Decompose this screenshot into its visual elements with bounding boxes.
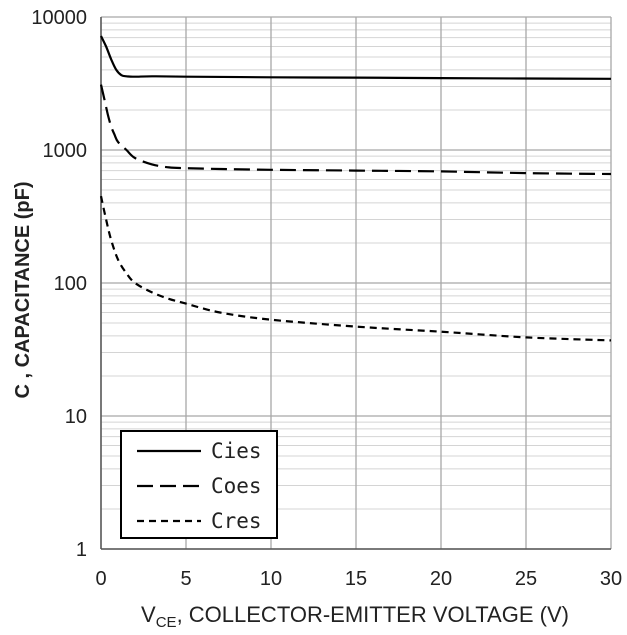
x-tick-label: 20	[430, 568, 452, 590]
legend-label-cies: Cies	[211, 439, 262, 463]
x-axis-label: VCE, COLLECTOR-EMITTER VOLTAGE (V)	[141, 602, 569, 631]
y-tick-label: 100	[54, 273, 87, 295]
y-tick-label: 1000	[43, 140, 88, 162]
legend-label-cres: Cres	[211, 509, 262, 533]
x-tick-label: 5	[180, 568, 191, 590]
x-tick-label: 0	[95, 568, 106, 590]
legend: Cies Coes Cres	[120, 430, 278, 539]
y-tick-label: 1	[76, 539, 87, 561]
y-axis-label: C , CAPACITANCE (pF)	[12, 181, 34, 398]
series-layer	[99, 35, 612, 342]
legend-label-coes: Coes	[211, 474, 262, 498]
y-tick-label: 10000	[31, 7, 87, 29]
tick-labels: 1 10 100 1000 10000 0 5 10 15 20 25 30	[31, 7, 622, 590]
series-line-cies	[100, 35, 612, 80]
x-tick-label: 30	[600, 568, 622, 590]
series-line-cres	[99, 195, 612, 342]
x-tick-label: 10	[260, 568, 282, 590]
x-tick-label: 25	[515, 568, 537, 590]
x-tick-label: 15	[345, 568, 367, 590]
y-tick-label: 10	[65, 406, 87, 428]
plot-axes	[100, 17, 611, 550]
